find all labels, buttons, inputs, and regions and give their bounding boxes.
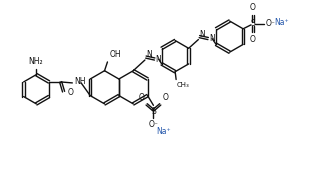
Text: O⁻: O⁻: [266, 19, 276, 28]
Text: N: N: [146, 50, 152, 59]
Text: S: S: [151, 107, 156, 116]
Text: Na⁺: Na⁺: [274, 19, 289, 27]
Text: O: O: [162, 93, 168, 102]
Text: S: S: [251, 19, 255, 28]
Text: O: O: [250, 35, 256, 44]
Text: OH: OH: [110, 50, 121, 59]
Text: N: N: [156, 55, 161, 63]
Text: O: O: [250, 3, 256, 12]
Text: O: O: [68, 88, 73, 97]
Text: Na⁺: Na⁺: [156, 127, 171, 136]
Text: NH₂: NH₂: [28, 57, 43, 66]
Text: N: N: [209, 34, 215, 43]
Text: NH: NH: [74, 77, 86, 86]
Text: O⁻: O⁻: [149, 120, 158, 129]
Text: CH₃: CH₃: [177, 82, 190, 88]
Text: N: N: [199, 30, 205, 39]
Text: O: O: [139, 93, 145, 102]
